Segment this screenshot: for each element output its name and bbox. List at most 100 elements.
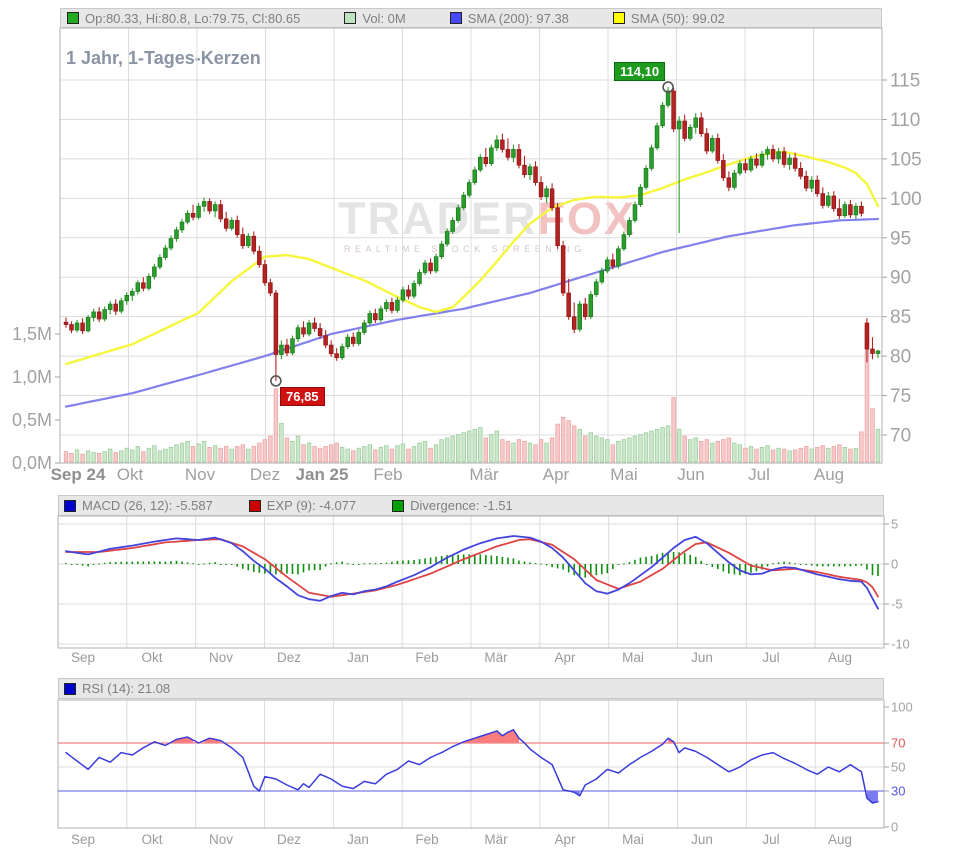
svg-text:100: 100: [891, 700, 913, 715]
svg-text:-10: -10: [891, 637, 910, 652]
low-price-badge: 76,85: [280, 387, 325, 406]
svg-text:Dez: Dez: [277, 832, 301, 847]
legend-swatch: [612, 12, 625, 24]
legend-label: Divergence: -1.51: [410, 498, 513, 513]
svg-text:90: 90: [890, 268, 911, 289]
high-marker-circle: [662, 81, 674, 93]
svg-text:Aug: Aug: [828, 650, 852, 665]
svg-text:Nov: Nov: [185, 465, 216, 484]
legend-swatch: [64, 682, 76, 695]
svg-text:85: 85: [890, 307, 911, 328]
svg-text:Jun: Jun: [691, 650, 713, 665]
svg-text:Jun: Jun: [691, 832, 713, 847]
svg-text:5: 5: [891, 517, 898, 532]
svg-text:Jun: Jun: [677, 465, 704, 484]
svg-text:Feb: Feb: [373, 465, 402, 484]
svg-text:1,0M: 1,0M: [12, 367, 52, 387]
legend-item: EXP (9): -4.077: [248, 498, 357, 513]
svg-text:Sep: Sep: [71, 650, 95, 665]
legend-swatch: [449, 12, 462, 24]
legend-item: MACD (26, 12): -5.587: [64, 498, 213, 513]
svg-text:Okt: Okt: [141, 832, 162, 847]
legend-label: EXP (9): -4.077: [266, 498, 357, 513]
legend-swatch: [64, 499, 76, 512]
svg-text:Sep: Sep: [71, 832, 95, 847]
svg-text:Dez: Dez: [277, 650, 301, 665]
svg-text:Jan 25: Jan 25: [296, 465, 349, 484]
svg-text:75: 75: [890, 386, 911, 407]
svg-text:Mär: Mär: [469, 465, 499, 484]
svg-text:50: 50: [891, 760, 905, 775]
volume-bars: [63, 328, 881, 463]
svg-text:110: 110: [890, 110, 920, 131]
svg-text:Mai: Mai: [622, 832, 644, 847]
svg-text:Sep 24: Sep 24: [51, 465, 106, 484]
svg-text:0: 0: [891, 557, 898, 572]
rsi-legend: RSI (14): 21.08: [58, 678, 884, 699]
svg-text:Mär: Mär: [484, 650, 508, 665]
overbought-fill: [171, 737, 193, 743]
legend-item: Divergence: -1.51: [392, 498, 513, 513]
legend-label: RSI (14): 21.08: [82, 681, 171, 696]
svg-text:100: 100: [890, 189, 922, 210]
svg-text:Apr: Apr: [543, 465, 570, 484]
svg-text:-5: -5: [891, 597, 903, 612]
svg-text:70: 70: [890, 426, 911, 447]
legend-label: SMA (200): 97.38: [467, 10, 569, 26]
svg-text:0,0M: 0,0M: [12, 453, 52, 473]
legend-label: MACD (26, 12): -5.587: [82, 498, 213, 513]
macd-chart-canvas: 5 0 -5 -10 Sep Okt Nov Dez Jan Feb Mär Apr Mai Jun Jul…: [57, 515, 910, 665]
svg-text:Aug: Aug: [814, 465, 844, 484]
legend-swatch: [67, 12, 79, 24]
svg-text:0,5M: 0,5M: [12, 410, 52, 430]
svg-text:Mai: Mai: [622, 650, 644, 665]
svg-text:80: 80: [890, 347, 911, 368]
svg-text:Feb: Feb: [415, 832, 438, 847]
svg-text:Jul: Jul: [762, 832, 779, 847]
legend-label: Op:80.33, Hi:80.8, Lo:79.75, Cl:80.65: [85, 10, 301, 26]
legend-item: RSI (14): 21.08: [64, 681, 170, 696]
svg-text:105: 105: [890, 149, 922, 170]
legend-item: Vol: 0M: [344, 10, 406, 26]
svg-text:95: 95: [890, 228, 911, 249]
svg-text:Mär: Mär: [484, 832, 508, 847]
svg-text:Dez: Dez: [250, 465, 280, 484]
svg-text:Jan: Jan: [347, 832, 369, 847]
svg-text:30: 30: [891, 784, 905, 799]
legend-swatch: [344, 12, 357, 24]
svg-text:Okt: Okt: [141, 650, 162, 665]
oversold-fill: [867, 791, 878, 803]
svg-text:Feb: Feb: [415, 650, 438, 665]
svg-text:Apr: Apr: [554, 650, 576, 665]
svg-text:Nov: Nov: [209, 650, 233, 665]
legend-swatch: [392, 499, 405, 512]
svg-text:Jan: Jan: [347, 650, 369, 665]
legend-swatch: [248, 499, 261, 512]
legend-item: Op:80.33, Hi:80.8, Lo:79.75, Cl:80.65: [67, 11, 300, 26]
svg-text:Jul: Jul: [748, 465, 770, 484]
price-chart-canvas: 115 110 105 100 95 90 85 80 75 70 1,5M 1,0M 0,5M 0,0M…: [12, 27, 922, 484]
svg-text:Apr: Apr: [554, 832, 576, 847]
svg-text:Okt: Okt: [117, 465, 144, 484]
candles: [63, 87, 881, 381]
chart-title: 1 Jahr, 1-Tages-Kerzen: [66, 48, 261, 68]
svg-text:70: 70: [891, 736, 905, 751]
svg-text:0: 0: [891, 820, 898, 835]
svg-text:Aug: Aug: [828, 832, 852, 847]
svg-text:Nov: Nov: [209, 832, 233, 847]
legend-label: SMA (50): 99.02: [630, 10, 725, 26]
rsi-chart-canvas: 100 70 50 30 0 Sep Okt Nov Dez Jan Feb Mär Apr Mai Jun…: [57, 699, 913, 847]
svg-text:1,5M: 1,5M: [12, 324, 52, 344]
high-price-badge: 114,10: [614, 62, 666, 81]
overbought-fill: [463, 729, 519, 743]
svg-text:Mai: Mai: [610, 465, 637, 484]
svg-text:115: 115: [890, 70, 920, 91]
svg-text:Jul: Jul: [762, 650, 779, 665]
legend-item: SMA (50): 99.02: [612, 10, 725, 26]
low-marker-circle: [270, 375, 282, 387]
divergence-bars: [65, 552, 879, 578]
legend-item: SMA (200): 97.38: [449, 10, 569, 26]
macd-legend: MACD (26, 12): -5.587 EXP (9): -4.077 Dive…: [58, 495, 884, 516]
legend-label: Vol: 0M: [362, 10, 406, 26]
